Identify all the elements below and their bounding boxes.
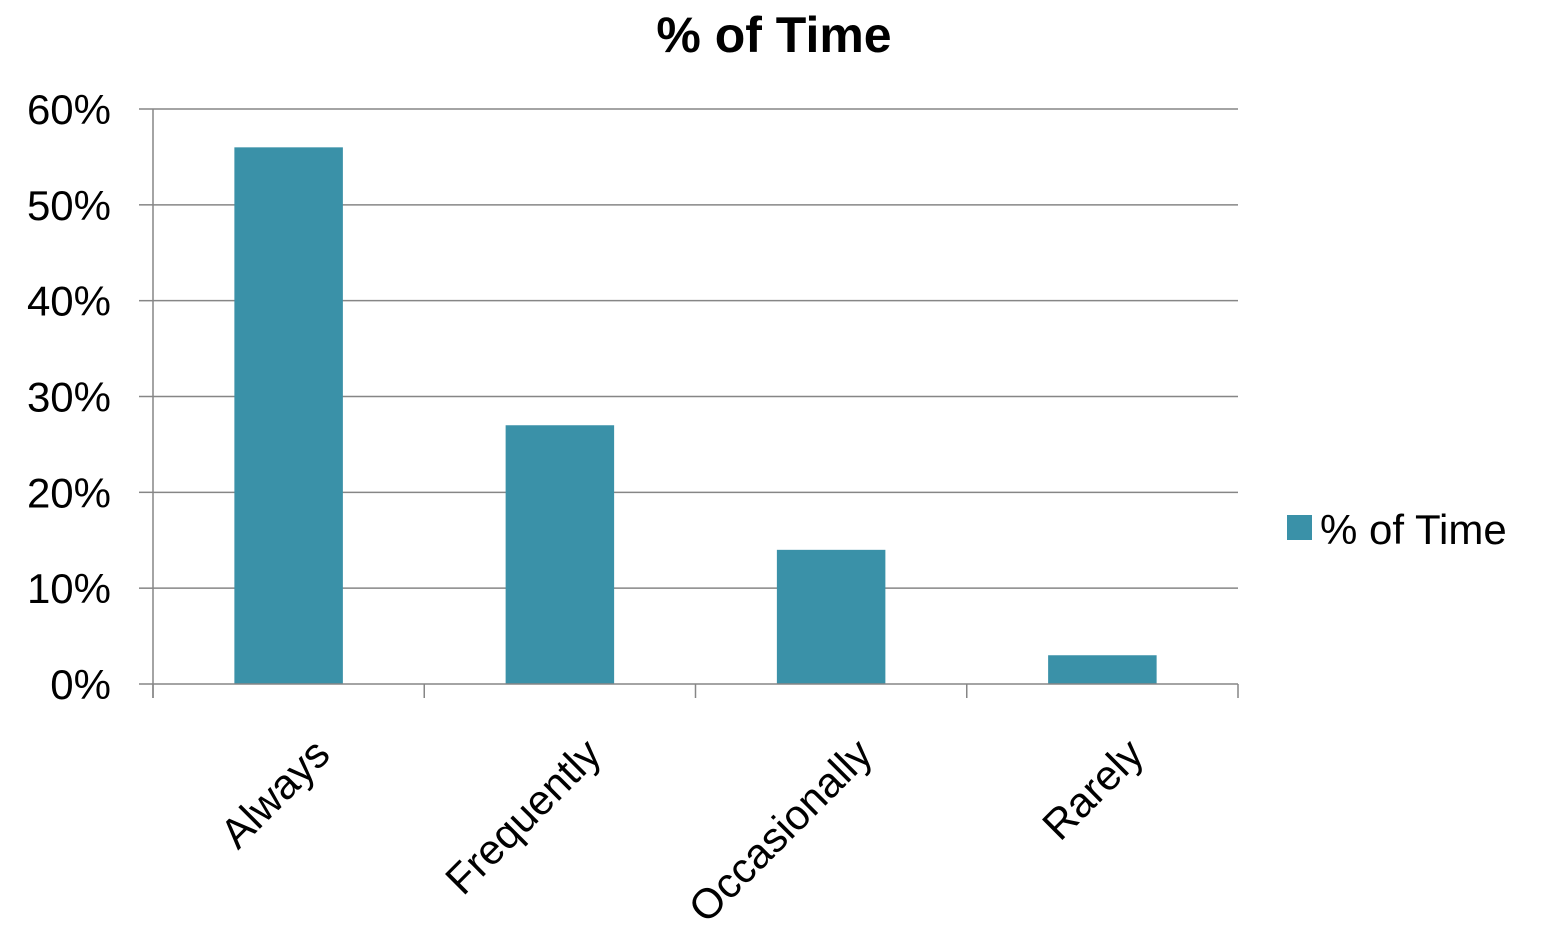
axes xyxy=(139,108,1239,698)
y-tick-label: 30% xyxy=(27,374,111,421)
x-tick-label-rarely: Rarely xyxy=(1033,730,1152,849)
bars xyxy=(234,147,1157,685)
bar-always xyxy=(234,147,343,685)
bar-rarely xyxy=(1048,655,1157,684)
y-tick-label: 10% xyxy=(27,565,111,612)
legend-label: % of Time xyxy=(1320,506,1507,553)
x-tick-label-frequently: Frequently xyxy=(436,730,610,904)
x-tick-label-always: Always xyxy=(211,730,338,857)
y-tick-label: 40% xyxy=(27,278,111,325)
y-axis-tick-labels: 0% 10% 20% 30% 40% 50% 60% xyxy=(27,86,111,708)
x-axis-tick-labels: Always Frequently Occasionally Rarely xyxy=(211,730,1152,932)
chart-title: % of Time xyxy=(656,7,891,63)
bar-frequently xyxy=(505,425,615,684)
legend-swatch xyxy=(1287,515,1312,540)
bar-occasionally xyxy=(776,549,886,684)
legend: % of Time xyxy=(1287,506,1507,553)
x-tick-label-occasionally: Occasionally xyxy=(679,730,881,932)
y-tick-label: 20% xyxy=(27,469,111,516)
y-tick-label: 60% xyxy=(27,86,111,133)
y-tick-label: 50% xyxy=(27,182,111,229)
y-tick-label: 0% xyxy=(50,661,111,708)
